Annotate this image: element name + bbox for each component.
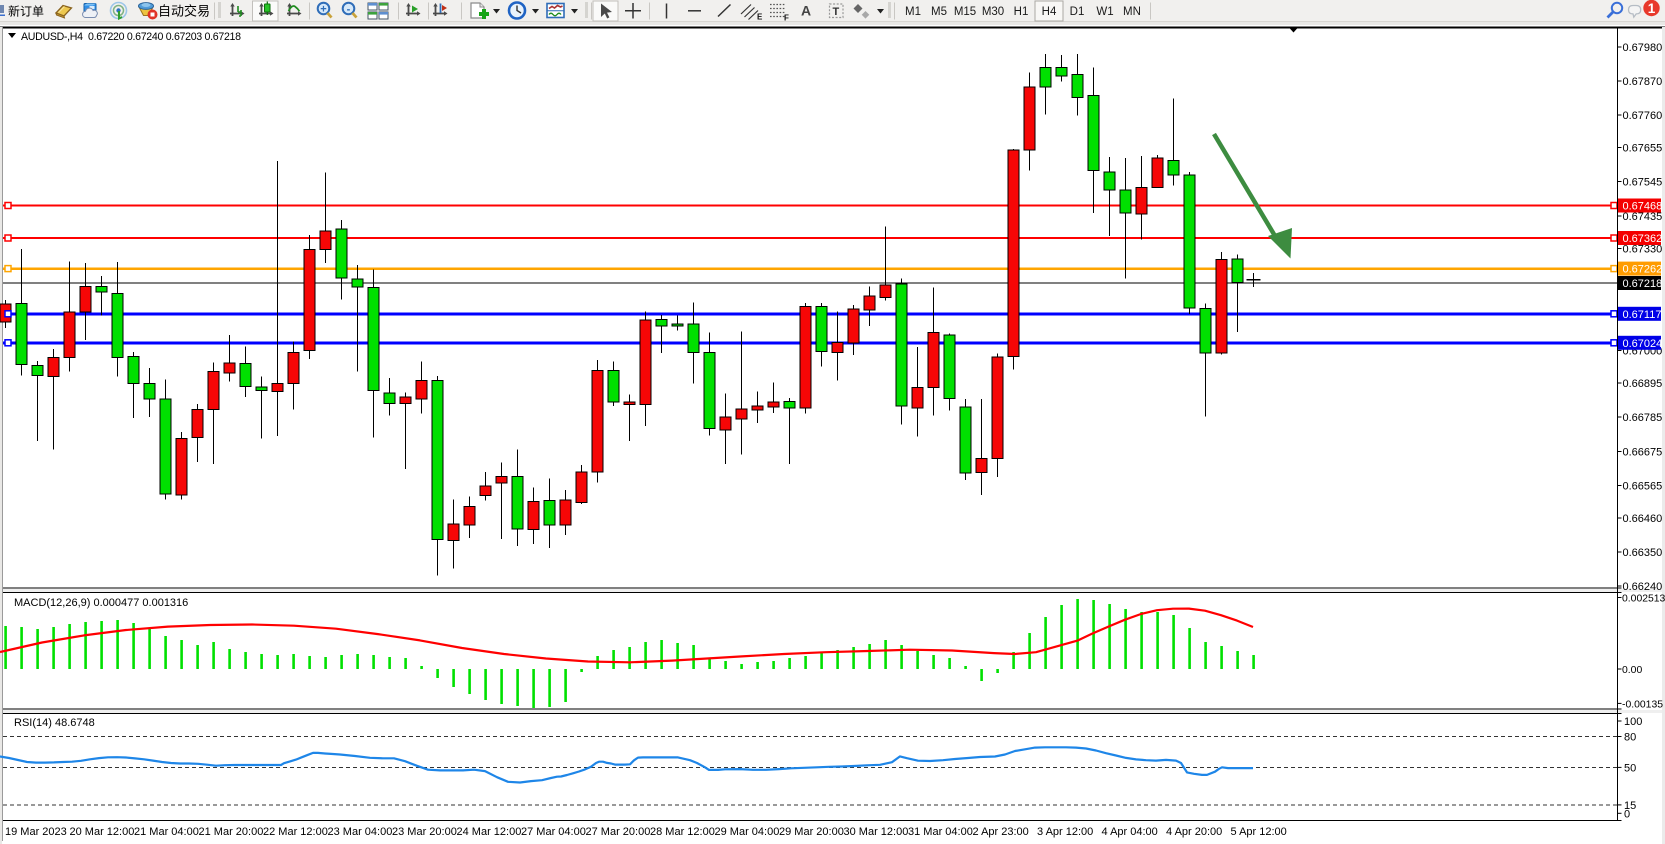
svg-text:0: 0 [1624, 808, 1630, 820]
svg-text:0.67655: 0.67655 [1623, 143, 1663, 155]
svg-text:H4: H4 [1042, 6, 1057, 18]
svg-text:27 Mar 04:00: 27 Mar 04:00 [521, 826, 586, 838]
svg-text:50: 50 [1624, 762, 1636, 774]
svg-text:19 Mar 2023: 19 Mar 2023 [5, 826, 67, 838]
svg-text:D1: D1 [1070, 6, 1085, 18]
svg-text:100: 100 [1624, 716, 1642, 728]
svg-text:31 Mar 04:00: 31 Mar 04:00 [908, 826, 973, 838]
svg-text:20 Mar 12:00: 20 Mar 12:00 [70, 826, 135, 838]
svg-text:0.66460: 0.66460 [1623, 513, 1663, 525]
svg-text:4 Apr 20:00: 4 Apr 20:00 [1166, 826, 1222, 838]
svg-text:0.66895: 0.66895 [1623, 378, 1663, 390]
svg-text:+: + [320, 4, 326, 16]
svg-text:28 Mar 12:00: 28 Mar 12:00 [650, 826, 715, 838]
svg-text:22 Mar 12:00: 22 Mar 12:00 [263, 826, 328, 838]
svg-text:0.67262: 0.67262 [1623, 264, 1663, 276]
svg-text:80: 80 [1624, 732, 1636, 744]
svg-text:21 Mar 20:00: 21 Mar 20:00 [199, 826, 264, 838]
svg-text:M5: M5 [931, 6, 947, 18]
svg-text:MN: MN [1123, 6, 1141, 18]
svg-text:0.002513: 0.002513 [1622, 594, 1665, 605]
svg-text:0.67330: 0.67330 [1623, 243, 1663, 255]
svg-text:23 Mar 04:00: 23 Mar 04:00 [328, 826, 393, 838]
svg-text:0.66785: 0.66785 [1623, 412, 1663, 424]
svg-text:AUDUSD-,H4 0.67220 0.67240 0.: AUDUSD-,H4 0.67220 0.67240 0.67203 0.672… [21, 31, 241, 43]
svg-text:M15: M15 [954, 6, 976, 18]
svg-text:F: F [784, 14, 789, 23]
svg-text:0.67117: 0.67117 [1623, 309, 1662, 321]
svg-text:0.66350: 0.66350 [1623, 547, 1663, 559]
svg-text:15: 15 [1624, 800, 1636, 812]
svg-text:0.00: 0.00 [1622, 665, 1642, 676]
svg-text:24 Mar 12:00: 24 Mar 12:00 [457, 826, 522, 838]
svg-text:1: 1 [1648, 1, 1656, 16]
svg-text:T: T [833, 6, 840, 18]
svg-text:21 Mar 04:00: 21 Mar 04:00 [134, 826, 199, 838]
svg-text:27 Mar 20:00: 27 Mar 20:00 [586, 826, 651, 838]
svg-text:23 Mar 20:00: 23 Mar 20:00 [392, 826, 457, 838]
svg-text:0.67545: 0.67545 [1623, 177, 1663, 189]
svg-text:0.67435: 0.67435 [1623, 211, 1663, 223]
svg-text:0.67362: 0.67362 [1623, 233, 1663, 245]
svg-text:2 Apr 23:00: 2 Apr 23:00 [973, 826, 1029, 838]
svg-text:-: - [347, 4, 351, 16]
svg-text:自动交易: 自动交易 [158, 4, 210, 19]
svg-text:29 Mar 20:00: 29 Mar 20:00 [779, 826, 844, 838]
svg-text:M30: M30 [982, 6, 1004, 18]
svg-text:0.66675: 0.66675 [1623, 446, 1663, 458]
svg-text:0.67468: 0.67468 [1623, 201, 1663, 213]
svg-text:29 Mar 04:00: 29 Mar 04:00 [715, 826, 780, 838]
svg-text:0.67024: 0.67024 [1623, 338, 1663, 350]
svg-text:0.66565: 0.66565 [1623, 480, 1663, 492]
svg-text:30 Mar 12:00: 30 Mar 12:00 [844, 826, 909, 838]
svg-text:0.67980: 0.67980 [1623, 42, 1663, 54]
svg-text:4 Apr 04:00: 4 Apr 04:00 [1102, 826, 1158, 838]
svg-text:0.66240: 0.66240 [1623, 581, 1663, 593]
svg-text:0.67760: 0.67760 [1623, 110, 1663, 122]
svg-text:3 Apr 12:00: 3 Apr 12:00 [1037, 826, 1093, 838]
svg-text:A: A [801, 3, 811, 19]
svg-text:MACD(12,26,9) 0.000477 0.00131: MACD(12,26,9) 0.000477 0.001316 [14, 597, 188, 609]
svg-text:H1: H1 [1014, 6, 1029, 18]
svg-text:E: E [757, 13, 763, 22]
svg-text:0.67218: 0.67218 [1623, 278, 1663, 290]
svg-text:5 Apr 12:00: 5 Apr 12:00 [1231, 826, 1287, 838]
svg-text:RSI(14) 48.6748: RSI(14) 48.6748 [14, 717, 95, 729]
svg-text:新订单: 新订单 [8, 4, 44, 19]
svg-text:0.67870: 0.67870 [1623, 76, 1663, 88]
svg-text:W1: W1 [1096, 6, 1113, 18]
svg-text:-0.00135: -0.00135 [1622, 699, 1663, 710]
svg-text:M1: M1 [905, 6, 921, 18]
